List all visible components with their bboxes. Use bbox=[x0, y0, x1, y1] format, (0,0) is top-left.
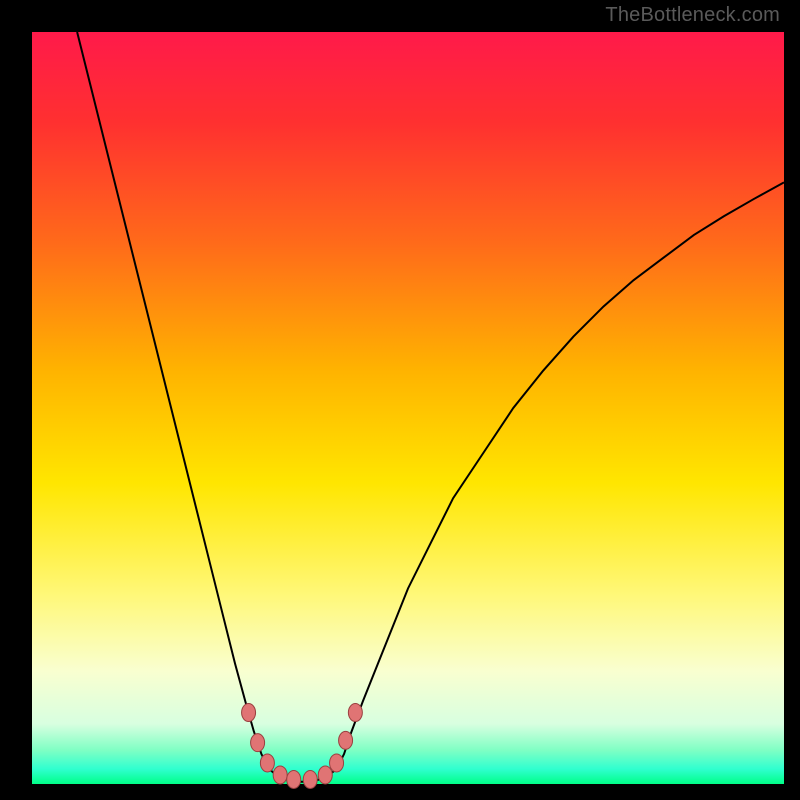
marker-point bbox=[318, 766, 332, 784]
marker-point bbox=[339, 731, 353, 749]
chart-stage: TheBottleneck.com bbox=[0, 0, 800, 800]
marker-point bbox=[348, 704, 362, 722]
marker-point bbox=[287, 770, 301, 788]
marker-point bbox=[273, 766, 287, 784]
marker-point bbox=[330, 754, 344, 772]
marker-point bbox=[251, 734, 265, 752]
marker-point bbox=[303, 770, 317, 788]
chart-canvas bbox=[0, 0, 800, 800]
watermark-text: TheBottleneck.com bbox=[605, 4, 780, 27]
marker-point bbox=[260, 754, 274, 772]
plot-background bbox=[32, 32, 784, 784]
marker-point bbox=[242, 704, 256, 722]
